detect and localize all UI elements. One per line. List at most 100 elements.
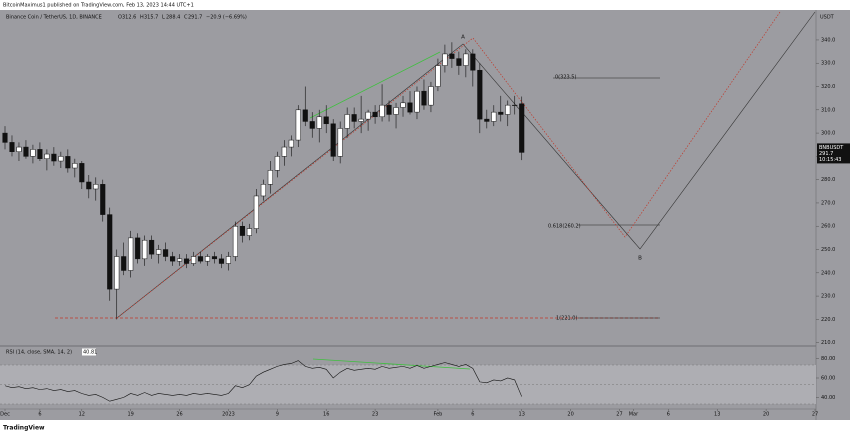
divergence-line (312, 358, 471, 370)
y-tick-label: 230.0 (821, 294, 835, 300)
candle-body (246, 228, 252, 236)
candle-body (267, 170, 273, 185)
candle-body (442, 53, 448, 66)
rsi-value-box (82, 348, 96, 356)
legend-label: H (140, 15, 144, 21)
candle-body (225, 256, 231, 264)
x-tick-label: 6 (38, 412, 41, 418)
candle-body (484, 118, 490, 122)
rsi-line (4, 360, 523, 402)
legend-value: 291.7 (188, 15, 202, 21)
x-tick-label: 2023 (222, 412, 235, 418)
candle-body (428, 86, 434, 106)
legend-label: O (118, 15, 122, 21)
price-label-box (817, 143, 850, 164)
y-tick-label: 340.0 (821, 37, 835, 43)
annotation: A (461, 35, 465, 41)
candle-body (72, 163, 78, 169)
y-tick-label: 310.0 (821, 107, 835, 113)
rsi-value: 40.81 (83, 350, 97, 356)
x-tick-label: 19 (128, 412, 134, 418)
candle-body (449, 53, 455, 59)
candle-body (351, 114, 357, 122)
candle-body (170, 256, 176, 262)
candle-body (2, 132, 8, 143)
candle-body (491, 111, 497, 122)
x-tick-label: Feb (434, 412, 443, 418)
x-tick-label: 9 (276, 412, 279, 418)
candle-body (128, 237, 134, 271)
legend-change: −20.9 (−6.69%) (206, 15, 247, 21)
candle-body (30, 149, 36, 157)
candle-body (274, 156, 280, 171)
y-tick-label: 300.0 (821, 131, 835, 137)
candle-body (512, 104, 518, 106)
x-tick-label: 13 (519, 412, 525, 418)
candle-body (337, 128, 343, 157)
rsi-title: RSI (14, close, SMA, 14, 2) (6, 350, 72, 356)
x-tick-label: 13 (714, 412, 720, 418)
x-tick-label: 26 (176, 412, 182, 418)
candle-body (44, 153, 50, 159)
x-tick-label: 6 (471, 412, 474, 418)
x-tick-label: 20 (763, 412, 769, 418)
y-tick-label: 240.0 (821, 270, 835, 276)
last-price: 291.7 (819, 151, 833, 157)
candle-body (505, 104, 511, 115)
projection-line (116, 11, 781, 319)
candle-body (407, 102, 413, 113)
candle-body (58, 156, 64, 162)
candle-body (184, 258, 190, 264)
legend-label: L (162, 15, 165, 21)
candle-body (421, 90, 427, 106)
x-tick-label: 27 (616, 412, 622, 418)
candle-body (414, 90, 420, 113)
y-tick-label: 210.0 (821, 340, 835, 346)
candle-body (177, 258, 183, 262)
candle-body (107, 214, 113, 290)
y-tick-label: 40.00 (821, 395, 835, 401)
y-tick-label: 270.0 (821, 200, 835, 206)
candle-body (309, 121, 315, 129)
candle-body (323, 116, 329, 125)
x-tick-label: Dec (0, 412, 10, 418)
footer: TradingView (3, 425, 45, 432)
y-tick-label: 330.0 (821, 61, 835, 67)
background (0, 10, 850, 420)
candle-body (218, 258, 225, 264)
y-tick-label: 250.0 (821, 247, 835, 253)
candle-body (386, 104, 392, 115)
candle-body (295, 109, 301, 141)
annotation: 0(323.5) (555, 75, 576, 81)
candle-body (463, 53, 469, 66)
annotation: B (638, 256, 642, 262)
candle-body (239, 225, 245, 236)
annotation: 0.618(260.2) (548, 224, 581, 230)
y-tick-label: 60.00 (821, 376, 835, 382)
x-tick-label: 20 (567, 412, 573, 418)
candle-body (344, 114, 350, 129)
candle-body (330, 123, 336, 157)
candle-body (253, 195, 259, 229)
candle-body (121, 256, 127, 271)
ticker: BNBUSDT (819, 145, 844, 151)
candle-body (316, 116, 322, 129)
publisher: BitcoinMaximus1 published on TradingView… (3, 3, 194, 9)
x-tick-label: 23 (372, 412, 378, 418)
legend-value: 315.7 (144, 15, 158, 21)
candle-body (477, 69, 483, 120)
annotation: 1(221.0) (556, 316, 577, 322)
candle-body (358, 118, 364, 122)
candle-body (86, 181, 92, 190)
y-tick-label: 320.0 (821, 84, 835, 90)
countdown: 10:15:43 (819, 157, 841, 163)
candle-body (519, 103, 525, 153)
candle-body (190, 256, 197, 264)
x-tick-label: Mar (629, 412, 639, 418)
candle-body (135, 237, 141, 260)
candle-body (379, 104, 385, 118)
y-tick-label: 220.0 (821, 317, 835, 323)
candle-body (260, 184, 266, 197)
candle-body (456, 58, 462, 66)
